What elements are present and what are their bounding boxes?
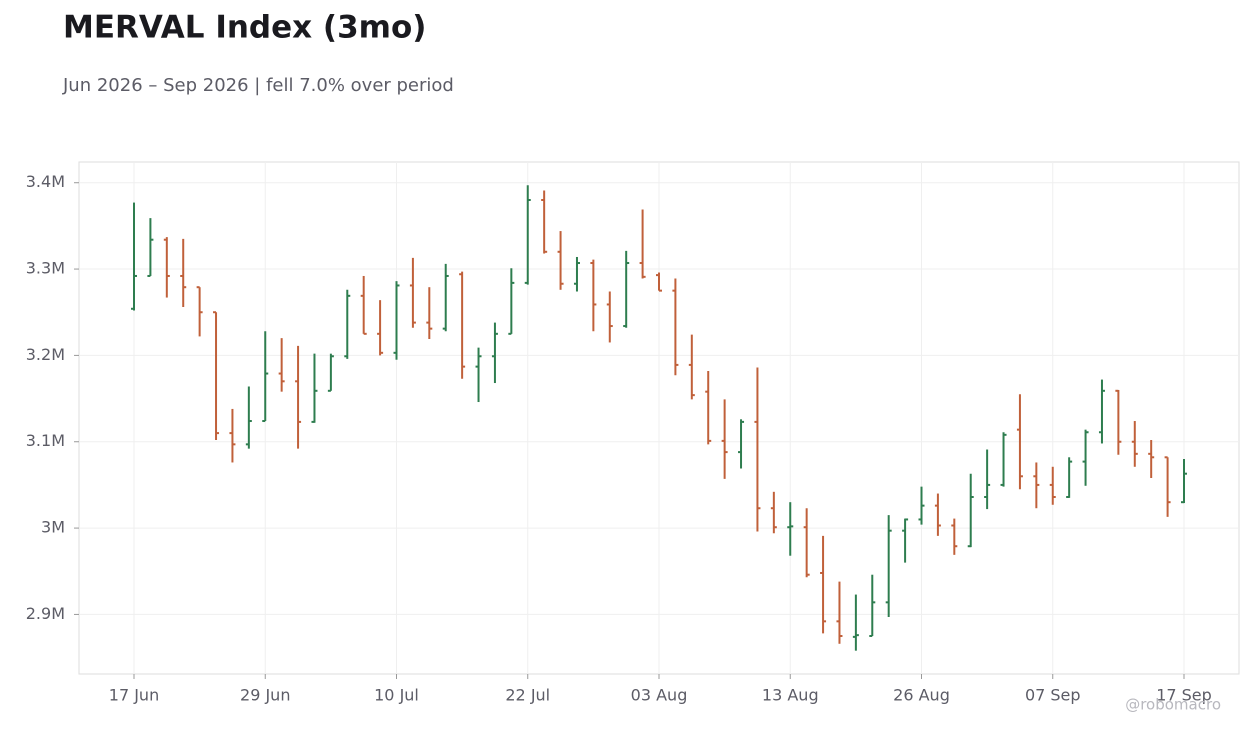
x-tick-label: 29 Jun [240,686,290,705]
x-tick-label: 26 Aug [893,686,950,705]
y-tick-label: 3.1M [26,431,65,450]
y-tick-label: 3.4M [26,172,65,191]
x-tick-label: 03 Aug [631,686,688,705]
y-tick-label: 3.3M [26,259,65,278]
y-tick-label: 3.2M [26,345,65,364]
y-tick-label: 3M [41,518,65,537]
x-tick-label: 22 Jul [505,686,550,705]
x-tick-label: 10 Jul [374,686,419,705]
x-tick-label: 17 Sep [1156,686,1212,705]
x-tick-label: 17 Jun [109,686,159,705]
x-tick-label: 07 Sep [1025,686,1081,705]
watermark: @robomacro [1125,696,1221,714]
x-tick-label: 13 Aug [762,686,819,705]
chart-subtitle: Jun 2026 – Sep 2026 | fell 7.0% over per… [62,75,454,96]
y-tick-label: 2.9M [26,604,65,623]
chart-title: MERVAL Index (3mo) [63,10,426,46]
